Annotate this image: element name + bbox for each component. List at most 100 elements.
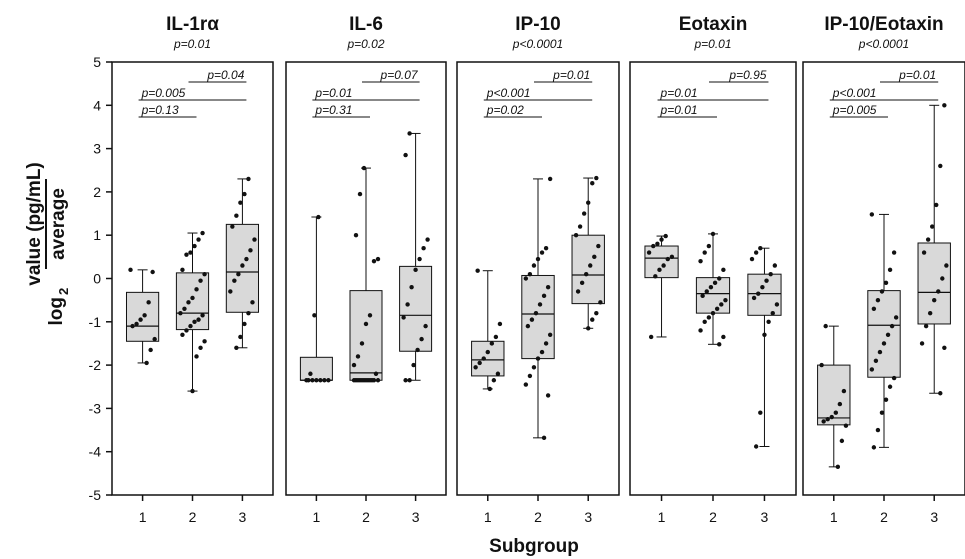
data-point [702, 250, 707, 255]
data-point [351, 378, 357, 383]
x-tick-label: 1 [658, 509, 666, 525]
data-point [475, 268, 480, 273]
data-point [541, 293, 547, 299]
data-point [230, 224, 235, 229]
data-point [648, 334, 654, 340]
data-point [762, 332, 767, 337]
x-tick-label: 1 [830, 509, 838, 525]
box-iqr [175, 272, 210, 331]
data-point [879, 289, 885, 294]
data-point [758, 410, 763, 415]
panel-title: IL-1rα [166, 14, 219, 35]
data-point [883, 397, 889, 402]
panel-5: IP-10/Eotaxin p<0.0001 1 2 3 p=0.005 p<0.001 p=… [802, 14, 965, 525]
panel-overall-p: p<0.0001 [858, 37, 909, 51]
comparison-p-label: p=0.04 [206, 68, 244, 82]
data-point [704, 289, 709, 294]
data-point [942, 103, 947, 108]
data-point [481, 356, 486, 361]
data-point [944, 263, 949, 268]
data-point [316, 214, 321, 220]
x-tick-label: 3 [761, 509, 769, 525]
data-point [764, 278, 769, 283]
data-point [192, 319, 197, 324]
data-point [547, 332, 553, 337]
data-point [361, 165, 367, 171]
data-point [706, 315, 712, 320]
data-point [202, 271, 207, 277]
data-point [702, 319, 707, 324]
data-point [938, 391, 943, 396]
y-tick-label: 0 [93, 271, 101, 287]
y-tick-label: -5 [89, 487, 102, 503]
comparison-p-label: p=0.01 [898, 68, 936, 82]
comparison-p-label: p=0.13 [141, 103, 179, 117]
data-point [932, 297, 937, 303]
data-point [598, 300, 603, 305]
x-tick-label: 3 [239, 509, 247, 525]
data-point [477, 360, 482, 366]
data-point [825, 417, 830, 422]
data-point [236, 271, 241, 277]
comparison-p-label: p=0.005 [141, 86, 186, 100]
data-point [202, 339, 207, 344]
data-point [497, 321, 503, 327]
data-point [871, 306, 877, 312]
data-point [240, 263, 245, 268]
panel-title: Eotaxin [679, 14, 748, 35]
data-point [405, 302, 410, 307]
box-group-1 [644, 233, 679, 340]
data-point [318, 378, 323, 383]
data-point [367, 378, 373, 383]
data-point [150, 269, 155, 275]
data-point [592, 254, 597, 260]
x-tick-label: 1 [484, 509, 492, 525]
data-point [146, 300, 151, 305]
data-point [661, 263, 666, 268]
panel-overall-p: p=0.01 [173, 37, 211, 51]
box-group-1 [125, 267, 160, 366]
comparison-p-label: p=0.005 [832, 103, 877, 117]
data-point [371, 258, 377, 264]
data-point [772, 263, 778, 268]
data-point [883, 280, 889, 286]
data-point [246, 310, 251, 316]
data-point [252, 237, 257, 242]
data-point [875, 297, 881, 303]
data-point [196, 237, 201, 242]
comparison-p-label: p=0.01 [660, 86, 698, 100]
data-point [359, 378, 365, 383]
data-point [925, 237, 931, 242]
data-point [134, 321, 139, 327]
data-point [184, 252, 189, 257]
data-point [590, 317, 595, 322]
box-group-3 [225, 176, 260, 350]
data-point [375, 378, 381, 383]
data-point [766, 319, 771, 324]
data-point [190, 388, 195, 394]
y-tick-label: 2 [93, 184, 101, 200]
comparison-p-label: p<0.001 [832, 86, 877, 100]
data-point [583, 271, 589, 277]
comparison-p-label: p=0.31 [314, 103, 352, 117]
data-point [594, 310, 599, 316]
data-point [310, 378, 315, 383]
data-point [581, 211, 587, 216]
box-group-3 [399, 131, 433, 383]
box-group-2 [521, 176, 555, 441]
data-point [719, 302, 724, 307]
box-group-1 [817, 323, 851, 470]
data-point [936, 289, 941, 294]
data-point [523, 382, 529, 387]
data-point [357, 191, 363, 197]
data-point [493, 334, 499, 340]
data-point [710, 310, 716, 316]
data-point [353, 233, 359, 238]
data-point [375, 256, 381, 262]
data-point [144, 360, 149, 366]
comparison-p-label: p=0.01 [552, 68, 590, 82]
data-point [188, 250, 193, 255]
data-point [646, 250, 652, 255]
data-point [893, 315, 899, 320]
